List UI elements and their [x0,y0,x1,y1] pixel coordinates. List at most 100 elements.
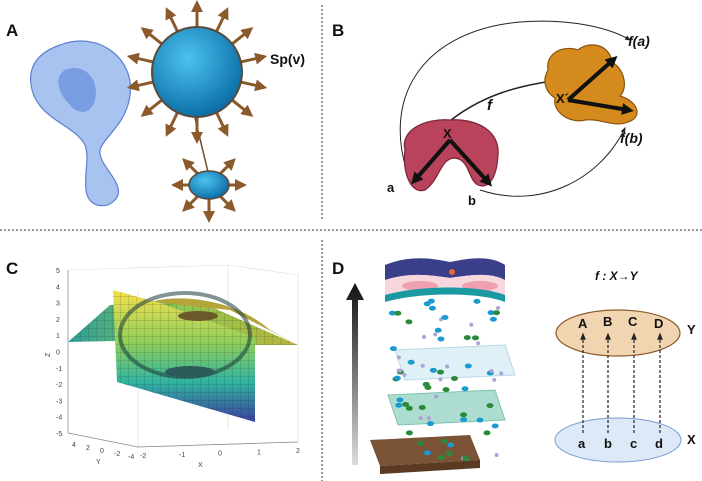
upward-arrow [346,283,364,465]
particle [405,319,413,325]
arrow-icon [214,110,229,137]
point-C: C [628,314,638,329]
point-B: B [603,314,612,329]
particle [471,335,479,341]
particle [442,387,450,393]
x-tick-label: -1 [179,452,185,459]
particle [487,310,495,316]
x-axis-label: X [198,462,203,469]
z-axis-label: Z [45,352,52,357]
codomain-blob-orange [544,44,638,125]
sp-v-label: Sp(v) [270,51,305,67]
particle [434,327,442,333]
point-A: A [578,316,588,331]
particle [396,368,401,373]
particle [437,369,445,375]
small-sphere [188,170,230,200]
particle [460,412,468,418]
panel-b-label: B [332,21,344,40]
particle [492,377,497,382]
particle [395,402,403,408]
particle [483,430,491,436]
particle [447,442,455,448]
label-f: f [487,97,494,114]
particle [418,415,423,420]
y-tick-label: 4 [72,442,76,449]
arrow-icon [140,98,164,117]
particle [422,381,430,387]
panel-d-label: D [332,259,344,278]
particle [427,298,435,304]
arrow-icon [230,27,254,46]
particle [437,336,445,342]
particle [388,310,396,316]
particle [422,334,427,339]
particle [489,369,494,374]
arrow-icon [140,27,164,46]
particle [405,430,413,436]
particle [469,322,474,327]
arrow-icon [126,52,155,65]
arrow-icon [165,7,180,34]
mapping-arrows [580,332,663,433]
y-axis-label: Y [96,459,101,466]
arrow-icon [214,7,229,34]
y-tick-label: 2 [86,445,90,452]
arrow-icon [239,79,268,92]
particle [445,364,450,369]
set-x-label: X [687,432,696,447]
big-sphere [151,26,243,118]
label-a: a [387,180,395,195]
particle [423,450,431,456]
label-fb: f(b) [620,130,643,146]
particle [491,423,499,429]
panel-a-label: A [6,21,18,40]
particle [473,298,481,304]
x-tick-label: 0 [218,451,222,458]
set-y-label: Y [687,322,696,337]
big-sphere-arrows [126,0,268,144]
particle [418,404,426,410]
cell-nucleus [58,68,96,112]
particle [463,335,471,341]
arrow-icon [126,79,155,92]
curve-f [444,77,562,126]
x-tick-label: 2 [296,448,300,455]
y-tick-label: 0 [100,448,104,455]
y-tick-label: -4 [128,454,134,461]
particle [416,440,424,446]
x-tick-labels: -2 -1 0 1 2 [140,448,300,460]
curve-a-to-fa [399,20,632,176]
label-b: b [468,193,476,208]
particle [495,306,500,311]
y-tick-label: -2 [114,451,120,458]
particle [499,371,504,376]
particle [426,416,431,421]
particle [393,375,401,381]
particle [402,373,407,378]
panel-c: C 5 4 3 2 1 0 -1 -2 -3 -4 -5 4 2 0 -2 -4 -2 -1 0 1 2 Z Y X [6,259,300,469]
label-X: X [443,126,452,141]
particle [460,417,468,423]
z-tick-label: -3 [56,398,62,405]
point-a: a [578,436,586,451]
particle [429,367,437,373]
arrow-icon [230,98,254,117]
panel-a: A Sp(v) [6,0,305,223]
surface-plot [68,290,298,422]
particle [434,394,439,399]
particle [438,377,443,382]
domain-blob-red [403,119,499,192]
panel-d: D f : X→Y A B C D a b c d Y X [332,258,696,474]
particle [426,421,434,427]
particle [407,359,415,365]
particle [476,341,481,346]
particle [405,405,413,411]
y-tick-labels: 4 2 0 -2 -4 [72,442,134,461]
label-X-prime: X´ [556,91,569,106]
panel-c-label: C [6,259,18,278]
z-tick-label: -1 [56,366,62,373]
vector-arrows [411,56,634,187]
z-tick-labels: 5 4 3 2 1 0 -1 -2 -3 -4 -5 [56,268,62,438]
